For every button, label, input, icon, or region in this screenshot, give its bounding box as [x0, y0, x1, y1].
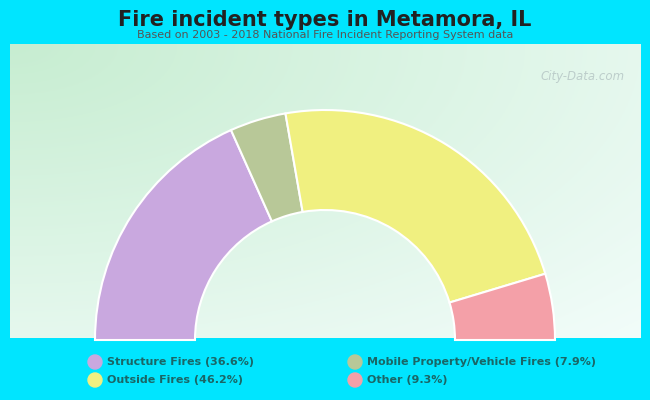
Text: Outside Fires (46.2%): Outside Fires (46.2%) [107, 375, 243, 385]
Circle shape [348, 373, 362, 387]
Wedge shape [450, 274, 555, 340]
Text: Mobile Property/Vehicle Fires (7.9%): Mobile Property/Vehicle Fires (7.9%) [367, 357, 596, 367]
Circle shape [348, 355, 362, 369]
Text: Based on 2003 - 2018 National Fire Incident Reporting System data: Based on 2003 - 2018 National Fire Incid… [136, 30, 514, 40]
Wedge shape [95, 130, 272, 340]
Text: Structure Fires (36.6%): Structure Fires (36.6%) [107, 357, 254, 367]
Wedge shape [231, 114, 303, 221]
Text: Other (9.3%): Other (9.3%) [367, 375, 447, 385]
Circle shape [88, 355, 102, 369]
Circle shape [88, 373, 102, 387]
Text: City-Data.com: City-Data.com [541, 70, 625, 83]
Wedge shape [285, 110, 545, 302]
Text: Fire incident types in Metamora, IL: Fire incident types in Metamora, IL [118, 10, 532, 30]
